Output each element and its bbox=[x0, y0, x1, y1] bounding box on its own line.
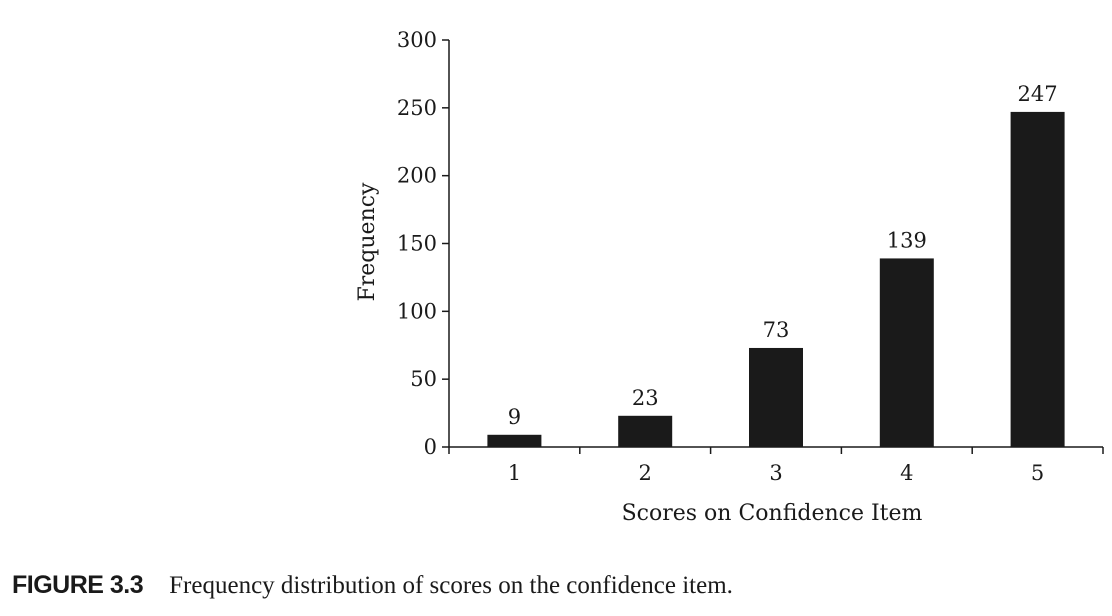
bar bbox=[879, 258, 934, 447]
y-axis-title: Frequency bbox=[355, 182, 380, 302]
data-label: 73 bbox=[763, 318, 790, 342]
figure-caption: FIGURE 3.3 Frequency distribution of scor… bbox=[12, 571, 733, 600]
bar bbox=[487, 434, 542, 447]
data-label: 139 bbox=[887, 228, 927, 252]
y-tick-label: 100 bbox=[397, 299, 437, 323]
y-tick-label: 250 bbox=[397, 96, 437, 120]
y-tick-label: 200 bbox=[397, 164, 437, 188]
data-label: 23 bbox=[632, 386, 659, 410]
bar bbox=[1010, 111, 1065, 448]
x-tick-label: 4 bbox=[900, 461, 913, 485]
data-label: 9 bbox=[508, 405, 521, 429]
y-tick-label: 0 bbox=[424, 435, 437, 459]
y-tick-label: 300 bbox=[397, 28, 437, 52]
figure-number: FIGURE 3.3 bbox=[12, 571, 144, 599]
x-tick-label: 2 bbox=[639, 461, 652, 485]
plot-area: 0 50 100 150 200 250 300 9 1 23 2 73 3 139 4 247 5 bbox=[397, 28, 1104, 485]
x-tick-label: 1 bbox=[508, 461, 521, 485]
x-axis-title: Scores on Confidence Item bbox=[622, 501, 923, 526]
figure-caption-text: Frequency distribution of scores on the … bbox=[169, 572, 733, 599]
bar-chart: 0 50 100 150 200 250 300 9 1 23 2 73 3 139 4 247 5 Frequ… bbox=[355, 28, 1104, 526]
y-tick-label: 50 bbox=[410, 367, 437, 391]
x-tick-label: 3 bbox=[769, 461, 782, 485]
bar bbox=[618, 415, 673, 447]
x-tick-label: 5 bbox=[1031, 461, 1044, 485]
data-label: 247 bbox=[1018, 82, 1058, 106]
y-tick-label: 150 bbox=[397, 232, 437, 256]
bar bbox=[749, 347, 803, 447]
